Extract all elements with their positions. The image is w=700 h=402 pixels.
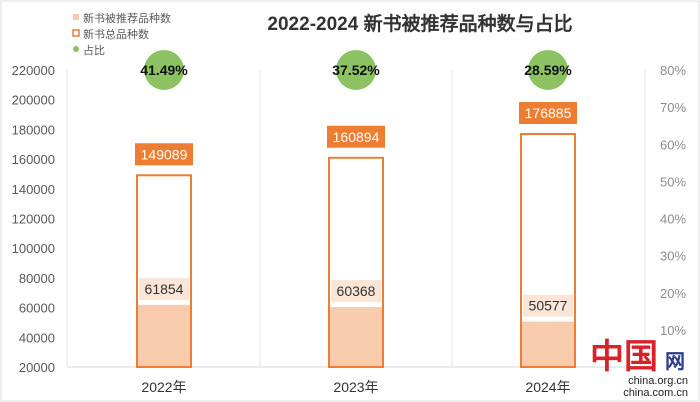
y-tick-label: 100000 (12, 241, 55, 256)
watermark-logo: 中国 (590, 338, 658, 376)
bar-recommended (329, 307, 383, 367)
y-tick-label: 160000 (12, 152, 55, 167)
ratio-data-label: 37.52% (332, 62, 380, 78)
bar-recommended (521, 321, 575, 367)
x-tick-label: 2024年 (525, 379, 570, 395)
ratio-point (528, 50, 568, 90)
legend-label: 占比 (83, 43, 105, 57)
legend-swatch (72, 29, 80, 37)
bar-total (520, 133, 576, 368)
y-tick-label: 60000 (19, 301, 55, 316)
recommended-data-label: 61854 (145, 281, 184, 297)
legend-swatch (73, 14, 79, 20)
y-tick-label: 40000 (19, 330, 55, 345)
y2-tick-label: 40% (660, 212, 686, 227)
y-tick-label: 140000 (12, 182, 55, 197)
ratio-point (336, 50, 376, 90)
y2-tick-label: 30% (660, 249, 686, 264)
x-tick-label: 2023年 (333, 379, 378, 395)
ratio-point (144, 50, 184, 90)
y2-tick-label: 10% (660, 323, 686, 338)
chart-title: 2022-2024 新书被推荐品种数与占比 (267, 12, 572, 35)
bar-total (136, 174, 192, 368)
legend-label: 新书被推荐品种数 (83, 11, 171, 25)
recommended-data-label: 60368 (337, 283, 376, 299)
total-data-label: 160894 (333, 129, 380, 145)
y2-tick-label: 80% (660, 63, 686, 78)
total-label-box (519, 102, 577, 125)
recommended-data-label: 50577 (529, 298, 568, 314)
y-tick-label: 220000 (12, 63, 55, 78)
y2-tick-label: 60% (660, 137, 686, 152)
y2-tick-label: 50% (660, 174, 686, 189)
total-label-box (327, 125, 385, 148)
x-tick-label: 2022年 (141, 379, 186, 395)
ratio-data-label: 41.49% (140, 62, 188, 78)
recommended-label-box (523, 294, 573, 317)
y-tick-label: 200000 (12, 93, 55, 108)
bar-total (328, 156, 384, 368)
total-data-label: 149089 (141, 146, 188, 162)
ratio-data-label: 28.59% (524, 62, 572, 78)
legend-label: 新书总品种数 (83, 27, 149, 41)
y-tick-label: 180000 (12, 122, 55, 137)
y-tick-label: 80000 (19, 271, 55, 286)
legend-swatch (73, 46, 79, 52)
watermark-logo: 网 (665, 351, 685, 373)
y2-tick-label: 20% (660, 286, 686, 301)
y-tick-label: 120000 (12, 212, 55, 227)
y-tick-label: 20000 (19, 360, 55, 375)
y2-tick-label: 70% (660, 100, 686, 115)
watermark-url: china.org.cn (628, 375, 688, 387)
recommended-label-box (331, 280, 381, 303)
bar-recommended (137, 304, 191, 367)
watermark-url: china.com.cn (623, 387, 688, 399)
recommended-label-box (139, 277, 189, 300)
total-label-box (135, 143, 193, 166)
total-data-label: 176885 (525, 105, 572, 121)
